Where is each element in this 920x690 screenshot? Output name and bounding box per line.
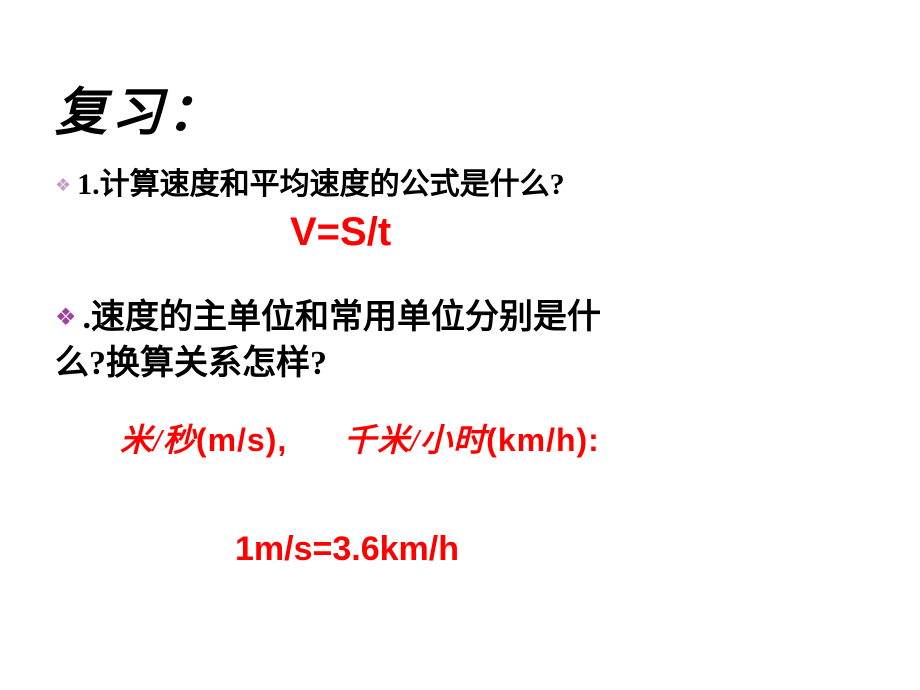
q2-prefix: . <box>83 299 92 336</box>
q2-line1: 速度的主单位和常用单位分别是什 <box>91 299 601 336</box>
diamond-bullet-icon: ❖ <box>55 175 71 196</box>
unit-ms-cn: 米/秒 <box>120 422 196 458</box>
unit-ms: 米/秒(m/s), <box>120 422 296 458</box>
unit-kmh-cn: 千米/小时 <box>344 422 486 458</box>
question-2: ❖ .速度的主单位和常用单位分别是什 么?换算关系怎样? <box>55 295 875 387</box>
q1-body: 计算速度和平均速度的公式是什么? <box>100 168 565 201</box>
question-1: ❖ 1.计算速度和平均速度的公式是什么? <box>55 165 875 206</box>
question-2-line2: 么?换算关系怎样? <box>55 341 815 387</box>
question-2-text: .速度的主单位和常用单位分别是什 <box>83 295 843 341</box>
question-1-text: 1.计算速度和平均速度的公式是什么? <box>77 165 837 206</box>
units-line: 米/秒(m/s), 千米/小时(km/h): <box>120 415 600 461</box>
question-2-row: ❖ .速度的主单位和常用单位分别是什 <box>55 295 875 341</box>
conversion-formula: 1m/s=3.6km/h <box>235 530 459 569</box>
velocity-formula: V=S/t <box>290 210 391 255</box>
unit-ms-en: (m/s), <box>196 422 287 458</box>
slide: 复习： ❖ 1.计算速度和平均速度的公式是什么? V=S/t ❖ .速度的主单位… <box>0 0 920 690</box>
diamond-bullet-icon: ❖ <box>55 303 77 332</box>
unit-kmh: 千米/小时(km/h): <box>344 422 600 458</box>
unit-kmh-en: (km/h): <box>486 422 600 458</box>
question-1-row: ❖ 1.计算速度和平均速度的公式是什么? <box>55 165 875 206</box>
slide-title: 复习： <box>55 70 223 145</box>
q1-prefix: 1. <box>77 168 100 201</box>
